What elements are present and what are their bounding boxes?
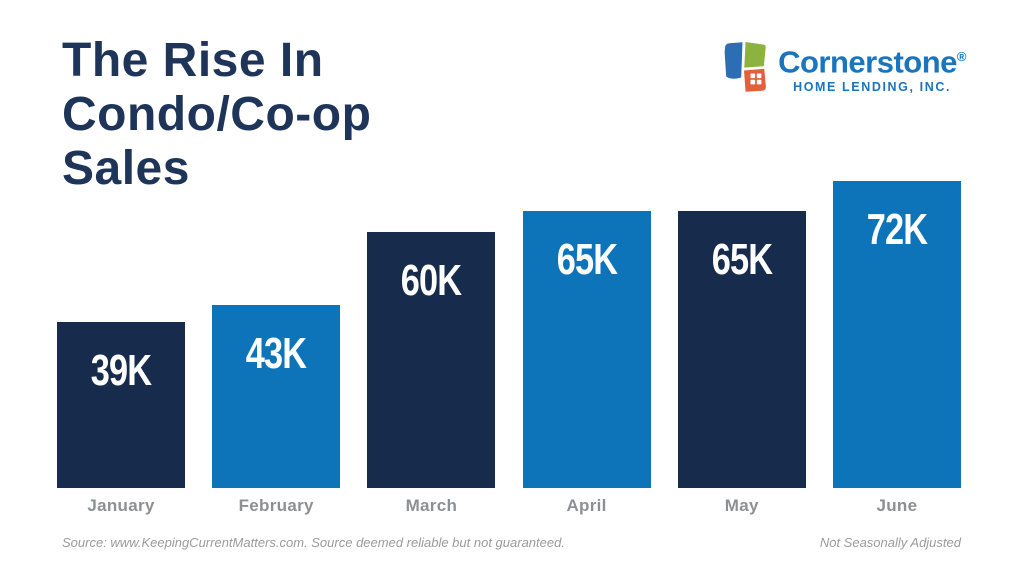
bar-value-label: 39K (90, 346, 152, 395)
bar: 72K (832, 181, 961, 488)
logo-subtitle: HOME LENDING, INC. (793, 80, 952, 95)
page-title-line: Sales (62, 142, 190, 195)
cornerstone-logo-text: Cornerstone® HOME LENDING, INC. (778, 40, 967, 95)
bar-group: 43K February (212, 181, 341, 515)
cornerstone-logo-icon (724, 42, 767, 92)
logo-brand-name: Cornerstone® (778, 44, 967, 80)
bar-value-label: 60K (401, 256, 462, 305)
bar-value-label: 65K (556, 235, 617, 284)
bar-group: 65K April (522, 181, 651, 515)
source-attribution: Source: www.KeepingCurrentMatters.com. S… (62, 535, 565, 550)
bar-category-label: April (566, 496, 607, 515)
bar-group: 39K January (57, 181, 185, 515)
page-title-line: The Rise In (62, 34, 324, 87)
seasonal-adjustment-note: Not Seasonally Adjusted (819, 535, 961, 550)
bar-group: 60K March (367, 181, 496, 515)
bar-value-label: 72K (866, 205, 928, 254)
bar: 65K (677, 211, 806, 488)
page-title: The Rise In Condo/Co-op Sales (62, 34, 371, 196)
bar-group: 65K May (677, 181, 806, 515)
bar-category-label: February (238, 496, 314, 515)
cornerstone-logo: Cornerstone® HOME LENDING, INC. (720, 40, 967, 95)
bar-category-label: March (405, 496, 458, 515)
bar-value-label: 65K (711, 235, 773, 284)
bar-group: 72K June (832, 181, 961, 515)
bar-category-label: May (724, 496, 759, 515)
page-title-line: Condo/Co-op (62, 88, 372, 141)
bar-chart: 39K January 43K February 60K March 65K April 65K… (57, 181, 961, 515)
bar-category-label: June (876, 496, 918, 515)
registered-mark: ® (956, 49, 967, 64)
bar-value-label: 43K (245, 329, 307, 378)
bar: 60K (367, 232, 496, 488)
bar: 65K (522, 211, 651, 488)
bar: 39K (57, 322, 185, 488)
bar-category-label: January (87, 496, 155, 515)
bar: 43K (212, 305, 341, 488)
window-panes (750, 73, 762, 85)
